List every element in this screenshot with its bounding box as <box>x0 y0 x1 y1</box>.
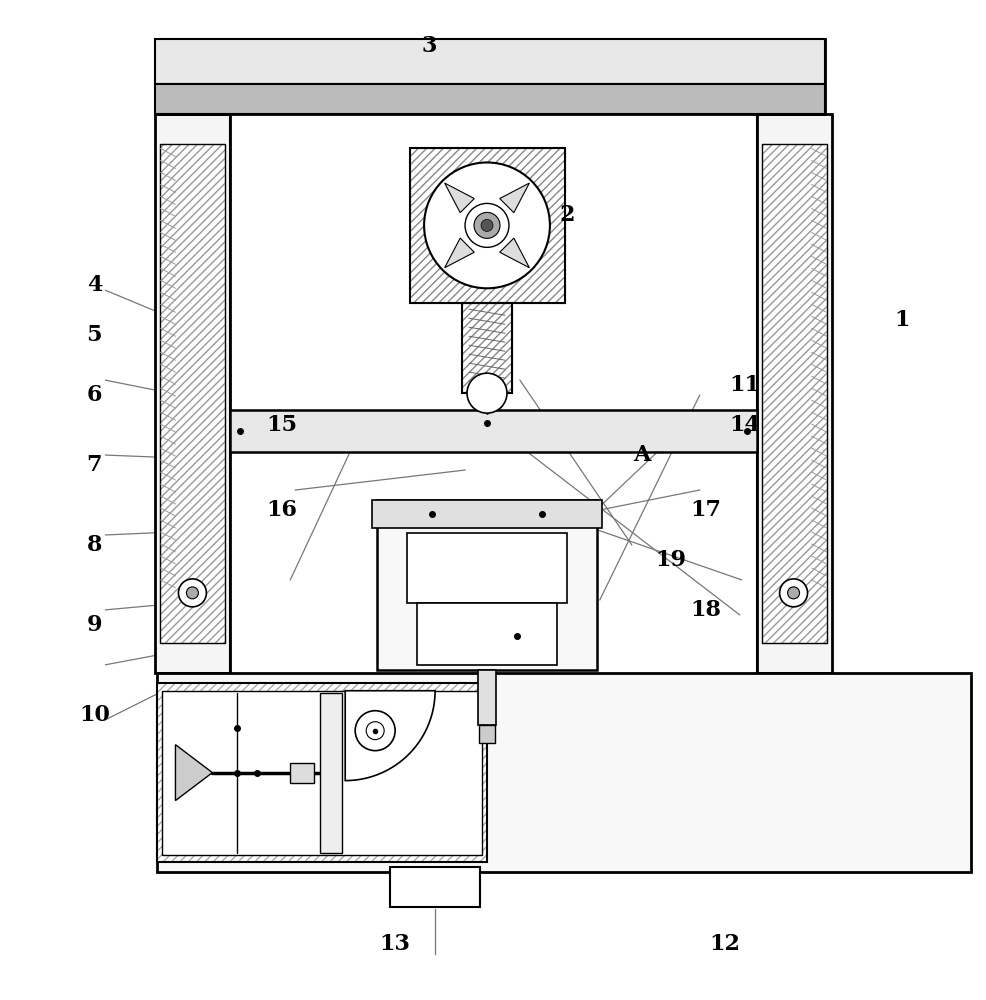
Bar <box>417 603 556 665</box>
Bar <box>372 500 601 528</box>
Bar <box>158 673 970 872</box>
Text: 13: 13 <box>379 933 410 955</box>
Text: 7: 7 <box>87 454 102 476</box>
Circle shape <box>464 203 509 247</box>
Bar <box>377 500 597 670</box>
Bar <box>389 867 479 907</box>
Text: 10: 10 <box>79 704 109 726</box>
Polygon shape <box>444 183 474 213</box>
Bar <box>156 84 823 114</box>
Bar <box>290 763 314 783</box>
Bar <box>756 114 830 673</box>
Text: 2: 2 <box>559 204 575 226</box>
Bar <box>156 114 230 673</box>
Circle shape <box>355 711 394 751</box>
Circle shape <box>473 212 500 238</box>
Bar <box>761 144 825 643</box>
Text: 3: 3 <box>421 35 437 57</box>
Circle shape <box>466 373 507 413</box>
Circle shape <box>366 722 384 740</box>
Text: 19: 19 <box>655 549 685 571</box>
Bar <box>319 693 342 853</box>
Bar <box>161 144 225 643</box>
Text: 16: 16 <box>266 499 297 521</box>
Text: 12: 12 <box>709 933 740 955</box>
Bar <box>158 683 486 862</box>
Text: 4: 4 <box>87 274 102 296</box>
Polygon shape <box>176 745 212 801</box>
Circle shape <box>779 579 807 607</box>
Bar <box>461 303 512 393</box>
Text: 9: 9 <box>87 614 102 636</box>
Text: 17: 17 <box>689 499 720 521</box>
Circle shape <box>480 219 492 231</box>
Bar <box>477 670 496 725</box>
Bar <box>158 683 486 862</box>
Polygon shape <box>345 691 435 781</box>
Bar <box>410 148 564 303</box>
Bar <box>163 691 481 855</box>
Circle shape <box>424 162 549 288</box>
Polygon shape <box>444 238 474 268</box>
Polygon shape <box>499 183 528 213</box>
Bar <box>156 39 823 114</box>
Polygon shape <box>499 238 528 268</box>
Bar <box>761 144 825 643</box>
Text: 5: 5 <box>87 324 102 346</box>
Text: 6: 6 <box>87 384 102 406</box>
Bar <box>461 303 512 393</box>
Bar <box>410 148 564 303</box>
Bar <box>230 410 756 452</box>
Text: 8: 8 <box>87 534 102 556</box>
Circle shape <box>178 579 206 607</box>
Bar <box>156 39 823 84</box>
Circle shape <box>787 587 799 599</box>
Text: 15: 15 <box>266 414 297 436</box>
Circle shape <box>186 587 198 599</box>
Text: 11: 11 <box>729 374 759 396</box>
Bar <box>406 533 566 603</box>
Text: 1: 1 <box>894 309 909 331</box>
Text: 14: 14 <box>729 414 759 436</box>
Bar <box>161 144 225 643</box>
Text: 18: 18 <box>689 599 720 621</box>
Bar <box>478 725 495 743</box>
Text: A: A <box>632 444 650 466</box>
